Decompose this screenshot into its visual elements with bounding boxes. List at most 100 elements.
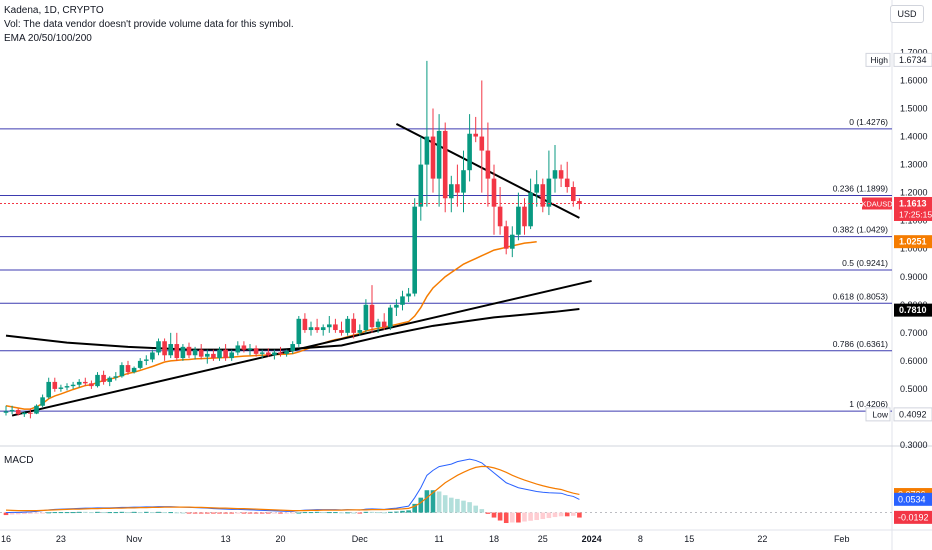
price-tag-box xyxy=(894,235,932,249)
candle-body xyxy=(83,381,88,384)
fib-level-label: 0.618 (0.8053) xyxy=(833,291,888,301)
macd-histogram-bar xyxy=(125,512,131,514)
macd-histogram-bar xyxy=(229,512,234,514)
macd-histogram-bar xyxy=(522,512,527,522)
macd-histogram-bar xyxy=(144,511,149,513)
candle-body xyxy=(497,206,503,227)
macd-histogram-bar xyxy=(34,512,39,514)
candle-body xyxy=(442,130,448,199)
macd-histogram-bar xyxy=(137,512,143,514)
macd-histogram-bar xyxy=(491,512,497,518)
macd-legend[interactable]: MACD xyxy=(4,455,34,466)
candle-body xyxy=(253,348,259,354)
macd-histogram-bar xyxy=(259,512,265,514)
macd-histogram-bar xyxy=(58,512,64,514)
macd-histogram-bar xyxy=(552,512,558,518)
macd-histogram-bar xyxy=(412,503,417,513)
macd-histogram-bar xyxy=(211,512,216,514)
x-tick-label: Feb xyxy=(834,534,850,544)
fib-level-label: 0.236 (1.1899) xyxy=(833,183,888,193)
candle-body xyxy=(516,206,521,235)
fib-level-label: 0 (1.4276) xyxy=(849,117,888,127)
macd-histogram-bar xyxy=(76,511,82,513)
candle-body xyxy=(339,330,344,333)
macd-histogram-bar xyxy=(424,490,430,513)
candle-body xyxy=(455,184,460,193)
price-tag-box xyxy=(893,52,932,67)
currency-button[interactable]: USD xyxy=(890,5,924,23)
candle-body xyxy=(546,178,552,207)
y-tick-label: 1.3000 xyxy=(900,160,928,170)
symbol-tag-box xyxy=(862,197,892,210)
macd-histogram-bar xyxy=(430,490,436,513)
candle-body xyxy=(467,133,472,171)
macd-histogram-bar xyxy=(333,512,338,514)
candle-body xyxy=(223,349,228,359)
price-tag-caption: Low xyxy=(872,409,888,419)
price-tag-value: 1.0251 xyxy=(899,237,927,247)
candle-body xyxy=(229,352,234,359)
volume-note: Vol: The data vendor doesn't provide vol… xyxy=(4,19,294,30)
candle-body xyxy=(272,352,277,356)
price-tag-box xyxy=(893,407,932,422)
candle-body xyxy=(473,133,478,137)
macd-histogram-bar xyxy=(442,495,448,513)
candle-body xyxy=(22,412,27,415)
candle-body xyxy=(156,341,161,353)
y-tick-label: 0.6000 xyxy=(900,356,928,366)
price-tag-caption-box xyxy=(865,407,891,422)
candle-body xyxy=(345,318,350,333)
candle-body xyxy=(235,345,241,353)
candle-body xyxy=(357,330,363,333)
candle-body xyxy=(363,304,369,331)
macd-histogram-bar xyxy=(314,511,320,513)
price-tag-caption: High xyxy=(871,55,889,65)
candle-body xyxy=(327,324,332,328)
x-tick-label: 2024 xyxy=(582,534,602,544)
candle-body xyxy=(351,318,356,333)
macd-histogram-bar xyxy=(571,512,576,516)
macd-histogram-bar xyxy=(375,512,381,514)
x-tick-label: Nov xyxy=(126,534,143,544)
macd-histogram-bar xyxy=(131,511,137,513)
candle-body xyxy=(320,327,326,331)
macd-histogram-bar xyxy=(308,512,314,514)
price-tag-value: 0.4092 xyxy=(899,409,927,419)
macd-histogram-bar xyxy=(119,511,125,513)
candle-body xyxy=(40,397,45,406)
candle-body xyxy=(333,324,338,331)
macd-histogram-bar xyxy=(113,512,119,514)
candle-body xyxy=(217,349,222,359)
macd-histogram-bar xyxy=(290,512,295,514)
macd-tag-box xyxy=(894,510,932,524)
x-tick-label: 25 xyxy=(538,534,548,544)
candle-body xyxy=(89,383,94,387)
candle-body xyxy=(131,367,137,373)
candle-body xyxy=(58,387,64,389)
x-tick-label: 11 xyxy=(434,534,443,544)
macd-histogram-bar xyxy=(516,512,521,523)
macd-histogram-bar xyxy=(266,512,271,514)
candle-body xyxy=(540,184,546,207)
candle-body xyxy=(76,381,82,385)
symbol-title: Kadena, 1D, CRYPTO xyxy=(4,5,104,16)
y-tick-label: 1.2000 xyxy=(900,188,928,198)
candle-body xyxy=(369,304,375,328)
macd-histogram-bar xyxy=(400,510,405,513)
y-tick-label: 1.6000 xyxy=(900,75,928,85)
macd-histogram-bar xyxy=(70,512,76,514)
candle-body xyxy=(558,170,564,179)
macd-histogram-bar xyxy=(406,510,411,513)
x-tick-label: 23 xyxy=(56,534,66,544)
ema-legend[interactable]: EMA 20/50/100/200 xyxy=(4,33,92,44)
price-tag-value: 0.7810 xyxy=(899,305,927,315)
candle-body xyxy=(34,405,39,414)
candle-body xyxy=(290,344,295,352)
long-ema-line xyxy=(5,308,580,351)
x-tick-label: Dec xyxy=(352,534,369,544)
candle-body xyxy=(9,409,15,412)
fib-level-label: 0.5 (0.9241) xyxy=(842,258,888,268)
candle-body xyxy=(15,409,21,415)
macd-histogram-bar xyxy=(418,497,424,513)
